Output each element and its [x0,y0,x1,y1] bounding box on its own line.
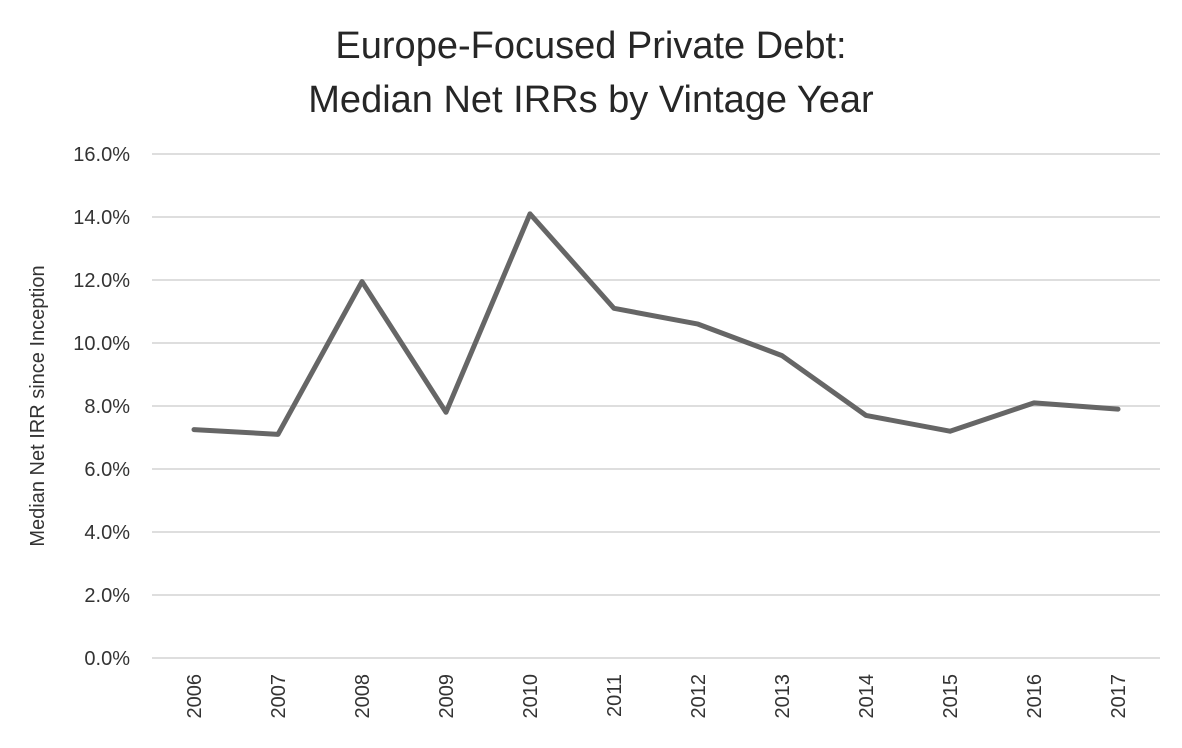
x-tick-label: 2006 [184,674,206,719]
x-tick-label: 2010 [520,674,542,719]
series-line-0 [191,211,1121,437]
x-tick-label: 2008 [352,674,374,719]
x-tick-label: 2011 [604,674,626,717]
x-tick-label: 2012 [688,674,710,719]
gridlines [152,153,1160,659]
y-tick-label: 14.0% [73,207,130,229]
y-tick-label: 2.0% [84,585,130,607]
x-tick-label: 2007 [268,674,290,719]
x-tick-label: 2017 [1108,674,1130,719]
chart-title: Europe-Focused Private Debt: Median Net … [308,25,874,121]
x-tick-label: 2015 [940,674,962,719]
series-lines [191,211,1121,437]
y-tick-label: 12.0% [73,270,130,292]
y-tick-label: 16.0% [73,144,130,166]
y-tick-label: 6.0% [84,459,130,481]
x-tick-label: 2009 [436,674,458,719]
y-tick-label: 10.0% [73,333,130,355]
x-tick-label: 2016 [1024,674,1046,719]
y-axis-tick-labels: 0.0% 2.0% 4.0% 6.0% 8.0% 10.0% 12.0% 14.0% 16.0% [73,144,130,670]
y-axis-label: Median Net IRR since Inception [27,265,49,546]
y-tick-label: 8.0% [84,396,130,418]
x-tick-label: 2014 [856,674,878,719]
y-tick-label: 4.0% [84,522,130,544]
y-tick-label: 0.0% [84,648,130,670]
x-axis-tick-labels: 2006 2007 2008 2009 2010 2011 2012 2013 2014 2015… [184,674,1130,719]
chart-title-line-2: Median Net IRRs by Vintage Year [308,79,874,121]
chart-title-line-1: Europe-Focused Private Debt: [335,25,846,67]
x-tick-label: 2013 [772,674,794,719]
